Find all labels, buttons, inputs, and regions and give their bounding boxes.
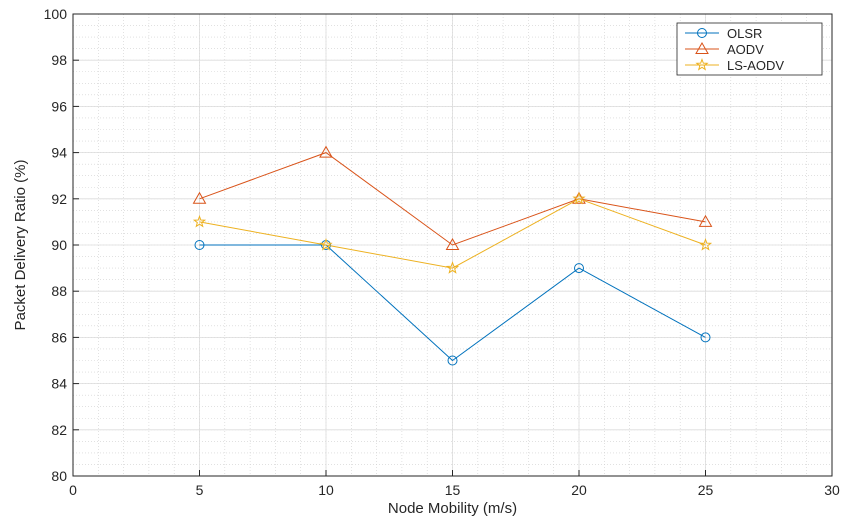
circle-marker (447, 355, 458, 366)
triangle-marker (192, 191, 207, 204)
legend-label: LS-AODV (727, 58, 784, 73)
y-tick-label: 80 (51, 468, 67, 484)
circle-marker (194, 240, 205, 250)
star-marker (192, 214, 207, 228)
circle-marker (574, 263, 584, 274)
x-axis-label: Node Mobility (m/s) (388, 500, 517, 517)
x-tick-label: 0 (69, 482, 77, 498)
circle-marker (700, 332, 711, 343)
y-axis-ticks: 80 82 84 86 88 90 92 94 96 98 100 (44, 6, 79, 484)
x-tick-label: 20 (571, 482, 587, 498)
series-layer (192, 145, 713, 366)
y-tick-label: 86 (51, 329, 67, 345)
x-tick-label: 15 (445, 482, 461, 498)
circle-marker (697, 28, 707, 38)
star-marker (445, 261, 460, 274)
x-tick-label: 30 (824, 482, 840, 498)
series-line-aodv (199, 152, 706, 246)
y-tick-label: 98 (51, 52, 67, 68)
star-marker (319, 238, 333, 251)
x-tick-label: 5 (196, 482, 204, 498)
series-line-ls-aodv (199, 198, 706, 269)
y-tick-label: 96 (51, 98, 67, 114)
x-axis-ticks: 0 5 10 15 20 25 30 (69, 470, 840, 498)
y-tick-label: 88 (51, 283, 67, 299)
legend-label: OLSR (727, 26, 762, 41)
x-tick-label: 25 (698, 482, 714, 498)
y-tick-label: 92 (51, 191, 67, 207)
series-olsr (194, 240, 711, 366)
y-axis-label: Packet Delivery Ratio (%) (12, 160, 29, 331)
x-tick-label: 10 (318, 482, 334, 498)
triangle-marker (572, 191, 586, 204)
series-aodv (192, 145, 713, 250)
triangle-marker (445, 237, 460, 250)
star-marker (695, 58, 709, 71)
y-tick-label: 82 (51, 422, 67, 438)
y-tick-label: 94 (51, 145, 67, 161)
series-line-olsr (199, 244, 706, 362)
y-tick-label: 100 (44, 6, 68, 22)
y-tick-label: 84 (51, 376, 67, 392)
star-marker (572, 191, 586, 205)
series-ls-aodv (192, 191, 713, 274)
triangle-marker (698, 214, 713, 227)
y-tick-label: 90 (51, 237, 67, 253)
legend-label: AODV (727, 42, 764, 57)
triangle-marker (319, 145, 333, 158)
star-marker (698, 238, 713, 251)
triangle-marker (695, 41, 709, 54)
